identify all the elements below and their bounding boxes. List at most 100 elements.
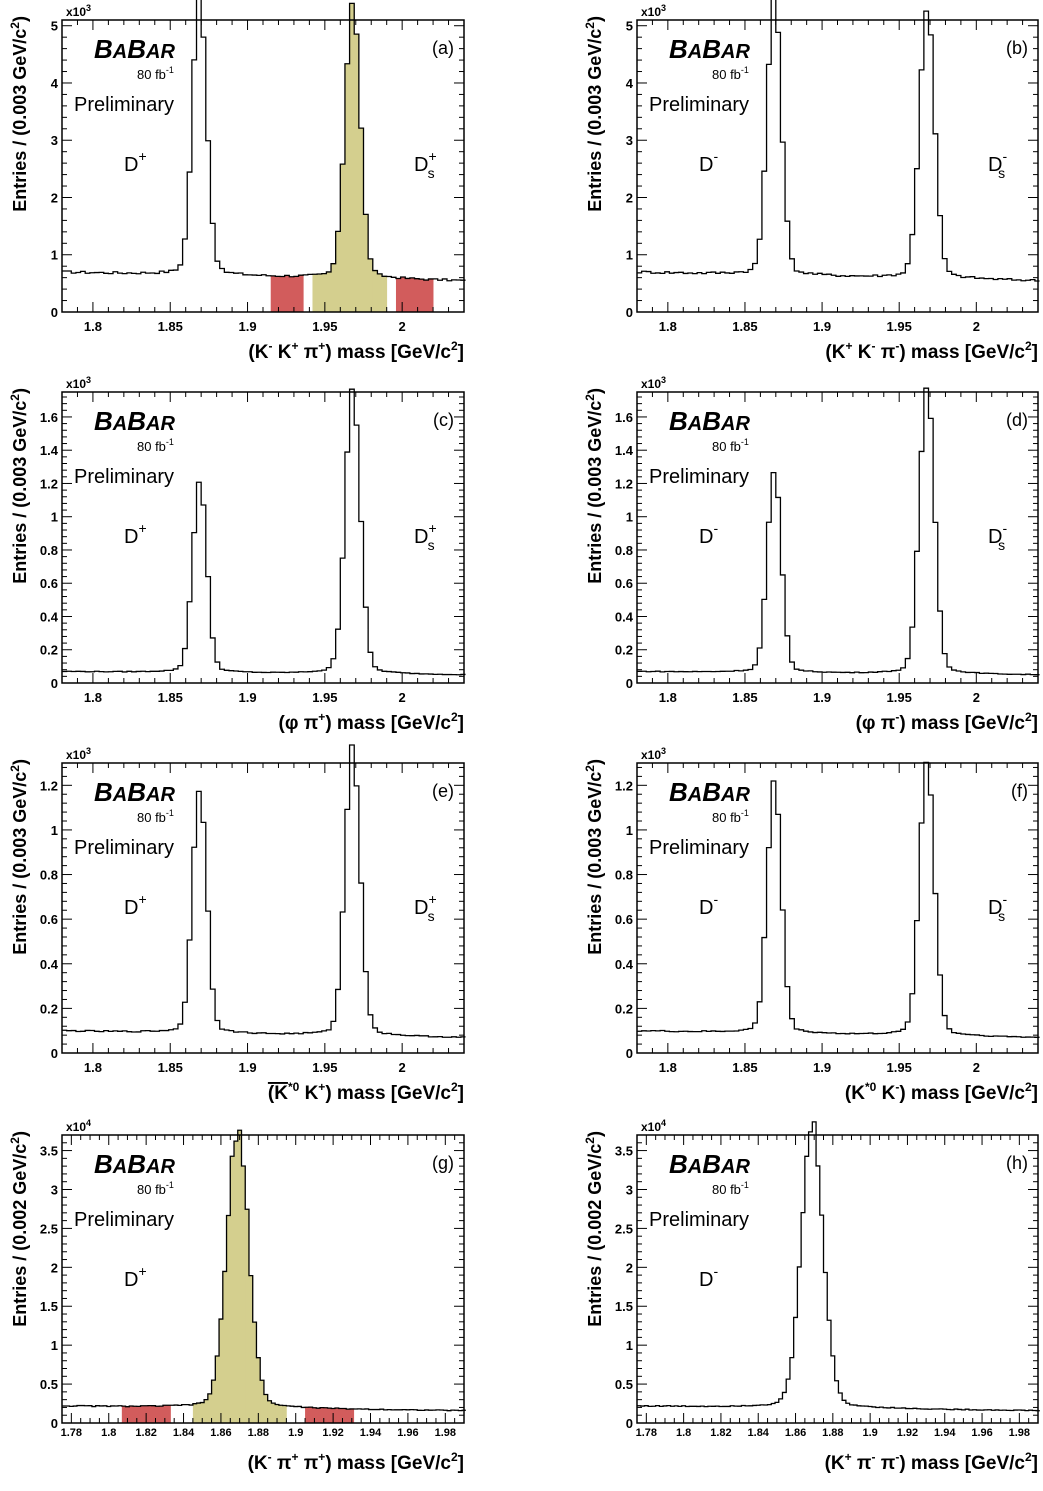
y-multiplier: x103 [641, 3, 666, 19]
x-tick-label: 1.9 [238, 1060, 256, 1075]
shaded-bin [200, 1402, 205, 1423]
shaded-bin [275, 276, 281, 312]
shaded-bin [237, 1130, 242, 1423]
peak-label-right: D-s [988, 148, 1007, 181]
x-tick-label: 2 [973, 319, 980, 334]
panel-label: (h) [1006, 1153, 1028, 1173]
x-tick-label: 1.8 [101, 1427, 116, 1439]
y-tick-label: 1.5 [615, 1299, 633, 1314]
peak-label-right: D-s [988, 520, 1007, 553]
luminosity-label: 80 fb-1 [137, 808, 174, 825]
panel-label: (b) [1006, 38, 1028, 58]
y-tick-label: 0 [51, 305, 58, 320]
y-tick-label: 0 [626, 1416, 633, 1431]
shaded-bin [312, 274, 318, 312]
x-tick-label: 1.94 [934, 1427, 956, 1439]
x-tick-label: 1.9 [238, 690, 256, 705]
y-axis-title: Entries / (0.002 GeV/c2) [583, 1131, 605, 1327]
shaded-bin [211, 1380, 216, 1423]
x-axis-title: (K- π+ π+) mass [GeV/c2] [248, 1450, 464, 1474]
y-tick-label: 1.2 [40, 476, 58, 491]
y-tick-label: 1.6 [615, 410, 633, 425]
y-tick-label: 2 [51, 1260, 58, 1275]
shaded-bin [354, 34, 360, 313]
y-tick-label: 0.8 [615, 868, 633, 883]
shaded-bin [346, 1409, 351, 1423]
x-tick-label: 1.8 [676, 1427, 691, 1439]
shaded-bin [400, 276, 406, 312]
shaded-bin [140, 1405, 145, 1423]
y-tick-label: 1.4 [615, 443, 634, 458]
peak-label-left: D- [699, 1263, 718, 1291]
peak-label-left: D+ [124, 891, 147, 919]
y-axis-title: Entries / (0.003 GeV/c2) [583, 759, 605, 955]
peak-label-left: D+ [124, 1263, 147, 1291]
shaded-bin [155, 1406, 160, 1423]
x-tick-label: 1.9 [813, 1060, 831, 1075]
shaded-bin [267, 1400, 272, 1423]
x-tick-label: 1.85 [732, 319, 757, 334]
y-tick-label: 5 [51, 19, 58, 34]
y-tick-label: 0.4 [615, 609, 634, 624]
y-tick-label: 1.6 [40, 410, 58, 425]
shaded-bin [338, 1408, 343, 1423]
shaded-bin [196, 1403, 201, 1423]
y-tick-label: 0.6 [40, 576, 58, 591]
x-tick-label: 1.8 [659, 319, 677, 334]
shaded-bin [121, 1406, 126, 1423]
y-tick-label: 0.2 [40, 643, 58, 658]
plot-frame-e [61, 762, 465, 1054]
x-tick-label: 1.84 [748, 1427, 770, 1439]
y-tick-label: 0 [51, 1416, 58, 1431]
panel-label: (f) [1011, 781, 1028, 801]
shaded-bin [340, 164, 346, 312]
y-tick-label: 5 [626, 19, 633, 34]
x-tick-label: 1.9 [238, 319, 256, 334]
y-tick-label: 4 [626, 76, 634, 91]
plot-frame-a [61, 19, 465, 313]
luminosity-label: 80 fb-1 [712, 437, 749, 454]
shaded-bin [349, 3, 355, 312]
y-tick-label: 1 [51, 510, 58, 525]
x-tick-label: 1.78 [61, 1427, 82, 1439]
babar-logo: BABAR [94, 34, 175, 64]
shaded-bin [248, 1275, 254, 1423]
y-tick-label: 1 [51, 823, 58, 838]
x-tick-label: 2 [973, 690, 980, 705]
x-tick-label: 1.85 [158, 690, 183, 705]
y-tick-label: 1 [626, 823, 633, 838]
shaded-bin [222, 1271, 227, 1423]
y-multiplier: x103 [641, 375, 666, 391]
x-tick-label: 1.8 [84, 319, 102, 334]
shaded-bin [363, 214, 369, 312]
y-tick-label: 3.5 [615, 1144, 633, 1159]
histogram-line-e [62, 744, 466, 1038]
shaded-bin [321, 273, 327, 312]
shaded-bin [260, 1380, 265, 1423]
histogram-line-f [637, 761, 1040, 1038]
y-tick-label: 2 [626, 1260, 633, 1275]
babar-logo: BABAR [669, 34, 750, 64]
y-tick-label: 3.5 [40, 1144, 58, 1159]
panel-h: 1.78 1.8 1.82 1.84 1.86 1.88 1.9 1.92 1.94 1.96 1.… [583, 1118, 1040, 1474]
luminosity-label: 80 fb-1 [137, 1180, 174, 1197]
babar-logo: BABAR [669, 777, 750, 807]
panel-d: 1.8 1.85 1.9 1.95 2 0 0.2 0.4 0.6 0.8 1 1.2 1.4 1.6 x1… [583, 375, 1040, 734]
preliminary-label: Preliminary [649, 1209, 749, 1231]
preliminary-label: Preliminary [649, 94, 749, 116]
x-axis-title: (K- K+ π+) mass [GeV/c2] [248, 339, 464, 363]
shaded-bin [204, 1399, 209, 1423]
shaded-bin [234, 1141, 239, 1423]
x-tick-label: 2 [399, 319, 406, 334]
y-tick-label: 0.4 [615, 957, 634, 972]
y-axis-title: Entries / (0.003 GeV/c2) [8, 16, 30, 212]
shaded-bin [125, 1406, 130, 1423]
panel-b: 1.8 1.85 1.9 1.95 2 0 1 2 3 4 5 x103 Entries / (0.00… [583, 0, 1040, 363]
y-multiplier: x103 [66, 3, 91, 19]
shaded-bin [271, 1403, 276, 1423]
shaded-bin [293, 276, 299, 312]
shaded-bin [133, 1406, 138, 1423]
sideband-region-a [270, 275, 304, 312]
shaded-bin [305, 1407, 310, 1423]
